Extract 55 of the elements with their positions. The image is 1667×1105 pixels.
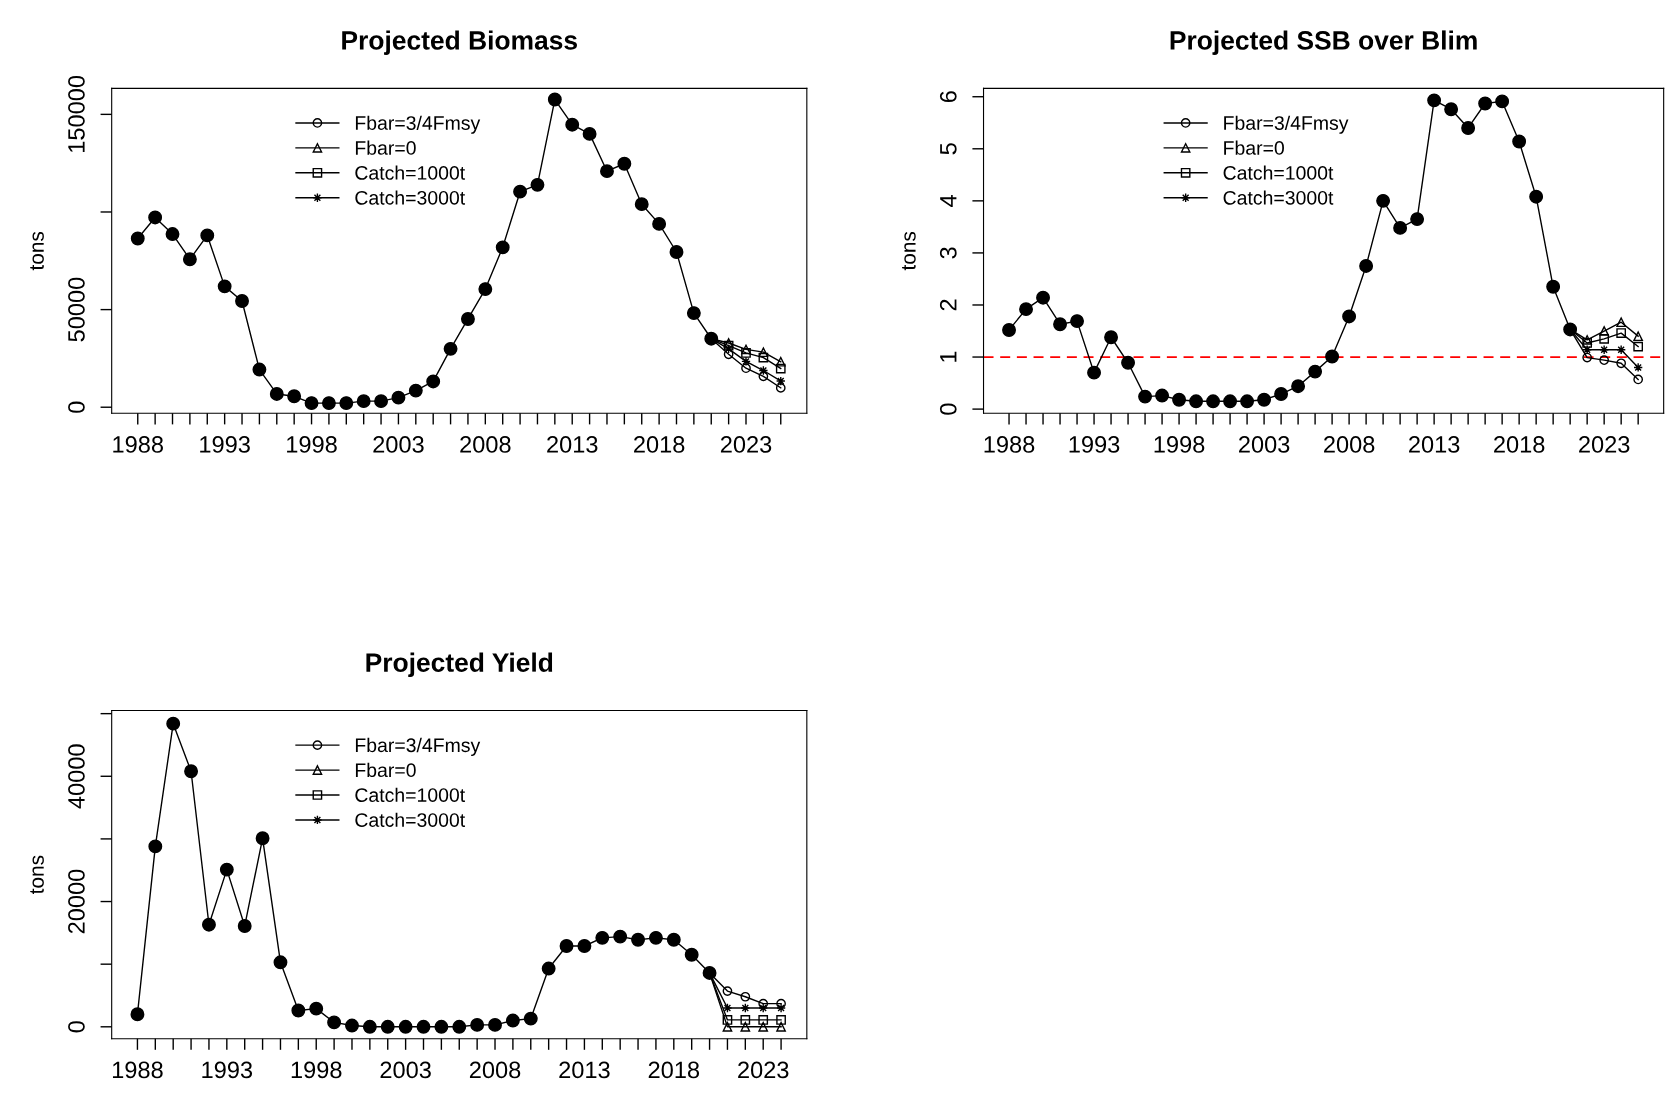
x-tick-label: 2003 bbox=[373, 436, 424, 453]
x-tick-label: 2013 bbox=[1409, 436, 1460, 453]
y-tick-label: 2 bbox=[939, 299, 957, 311]
x-tick-label: 1993 bbox=[200, 436, 250, 453]
legend-label: Catch=3000t bbox=[1223, 190, 1334, 205]
x-tick-label: 2023 bbox=[720, 436, 772, 453]
legend-label: Catch=3000t bbox=[355, 812, 466, 827]
y-tick-label: 0 bbox=[939, 403, 957, 415]
y-tick-label: 0 bbox=[68, 1021, 85, 1033]
y-tick-label: 50000 bbox=[68, 277, 85, 342]
x-tick-label: 1998 bbox=[1154, 436, 1205, 453]
chart-title: Projected Yield bbox=[366, 652, 553, 678]
y-tick-label: 1 bbox=[940, 351, 957, 362]
legend-label: Catch=1000t bbox=[355, 787, 466, 803]
y-tick-label: 0 bbox=[68, 401, 85, 413]
x-tick-label: 2008 bbox=[1324, 436, 1375, 453]
legend-label: Fbar=3/4Fmsy bbox=[355, 115, 481, 134]
x-tick-label: 2023 bbox=[1579, 436, 1630, 453]
y-tick-label: 3 bbox=[939, 247, 957, 259]
y-tick-label: 40000 bbox=[68, 744, 85, 809]
x-tick-label: 2008 bbox=[469, 1061, 521, 1079]
legend-label: Fbar=0 bbox=[355, 140, 416, 155]
legend-label: Catch=1000t bbox=[355, 165, 466, 180]
legend-label: Catch=3000t bbox=[355, 190, 466, 205]
x-tick-label: 2018 bbox=[648, 1061, 700, 1079]
legend-label: Catch=1000t bbox=[1223, 165, 1334, 180]
x-tick-label: 1993 bbox=[202, 1061, 253, 1079]
x-tick-label: 2008 bbox=[460, 436, 511, 453]
legend-label: Fbar=3/4Fmsy bbox=[1224, 115, 1349, 134]
x-tick-label: 1988 bbox=[112, 1061, 163, 1079]
x-tick-label: 2023 bbox=[738, 1061, 789, 1079]
x-tick-label: 2003 bbox=[1239, 436, 1290, 453]
chart-title: Projected Biomass bbox=[342, 30, 577, 55]
x-tick-label: 2018 bbox=[1494, 436, 1545, 453]
y-tick-label: 6 bbox=[939, 91, 957, 103]
y-tick-label: 4 bbox=[940, 194, 957, 207]
legend-label: Fbar=0 bbox=[355, 762, 416, 778]
x-tick-label: 1988 bbox=[984, 436, 1035, 453]
y-tick-label: 150000 bbox=[68, 75, 85, 152]
x-tick-label: 1998 bbox=[287, 436, 337, 453]
legend-label: Fbar=3/4Fmsy bbox=[355, 737, 481, 756]
chart-title: Projected SSB over Blim bbox=[1170, 30, 1477, 55]
x-tick-label: 2013 bbox=[559, 1061, 610, 1079]
x-tick-label: 1988 bbox=[113, 436, 163, 453]
y-axis-title: tons bbox=[902, 231, 916, 271]
y-tick-label: 20000 bbox=[68, 869, 85, 934]
x-tick-label: 1993 bbox=[1069, 436, 1120, 453]
legend-label: Fbar=0 bbox=[1224, 140, 1284, 155]
x-tick-label: 1998 bbox=[291, 1061, 342, 1079]
x-tick-label: 2013 bbox=[547, 436, 598, 453]
y-axis-title: tons bbox=[30, 231, 44, 271]
y-tick-label: 5 bbox=[940, 143, 957, 155]
y-axis-title: tons bbox=[30, 855, 44, 894]
x-tick-label: 2018 bbox=[634, 436, 685, 453]
x-tick-label: 2003 bbox=[380, 1061, 431, 1079]
